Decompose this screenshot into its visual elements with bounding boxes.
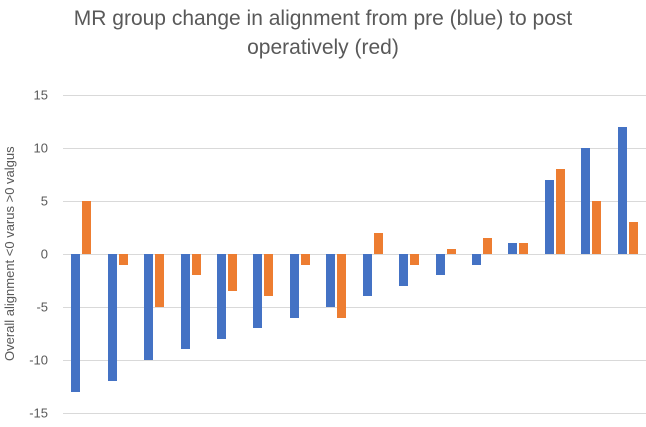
bar-post-op (446, 248, 456, 254)
bar-pre-op (435, 254, 445, 276)
y-axis-tick-label: -5 (36, 299, 48, 315)
bar-pre-op (362, 254, 372, 297)
chart-title-line-2: operatively (red) (247, 36, 399, 59)
bar-pre-op (472, 254, 482, 265)
bar-pre-op (107, 254, 117, 382)
bar-post-op (628, 222, 638, 254)
gridline (63, 147, 646, 149)
bar-pair-category (355, 95, 391, 413)
bar-pre-op (71, 254, 81, 392)
bar-pre-op (399, 254, 409, 286)
bar-post-op (191, 254, 201, 276)
bar-post-op (300, 254, 310, 265)
gridline (63, 359, 646, 361)
bar-pre-op (581, 148, 591, 254)
bar-pre-op (289, 254, 299, 318)
bar-post-op (555, 169, 565, 254)
bar-post-op (264, 254, 274, 297)
bar-pre-op (216, 254, 226, 339)
bar-pre-op (544, 179, 554, 254)
gridline (63, 94, 646, 96)
bar-pre-op (326, 254, 336, 307)
gridline (63, 200, 646, 202)
bar-pair-category (427, 95, 463, 413)
bar-post-op (373, 232, 383, 254)
bar-post-op (155, 254, 165, 307)
bar-pair-category (464, 95, 500, 413)
plot-area (63, 94, 646, 414)
gridline (63, 412, 646, 414)
bar-pair-category (136, 95, 172, 413)
bar-post-op (227, 254, 237, 292)
bar-pre-op (253, 254, 263, 329)
gridline (63, 253, 646, 255)
y-axis-tick-label: 15 (33, 87, 48, 103)
bar-post-op (592, 201, 602, 254)
chart-title: MR group change in alignment from pre (b… (0, 4, 646, 62)
bar-pre-op (180, 254, 190, 350)
y-axis-tick-labels: 15 10 5 0 -5 -10 -15 (0, 88, 55, 421)
bar-pair-category (63, 95, 99, 413)
bar-pair-category (537, 95, 573, 413)
bar-pair-category (573, 95, 609, 413)
y-axis-tick-label: 5 (40, 193, 48, 209)
bar-pair-category (391, 95, 427, 413)
bar-post-op (337, 254, 347, 318)
bar-pair-category (500, 95, 536, 413)
bar-post-op (410, 254, 420, 265)
bar-pre-op (508, 243, 518, 254)
y-axis-tick-label: 10 (33, 140, 48, 156)
bar-series-container (63, 95, 646, 413)
bar-post-op (82, 201, 92, 254)
gridline (63, 306, 646, 308)
bar-post-op (519, 243, 529, 254)
bar-pair-category (245, 95, 281, 413)
y-axis-tick-label: -10 (29, 352, 48, 368)
bar-pair-category (610, 95, 646, 413)
bar-pre-op (144, 254, 154, 360)
bar-pair-category (99, 95, 135, 413)
bar-pair-category (282, 95, 318, 413)
y-axis-tick-label: 0 (40, 246, 48, 262)
bar-post-op (483, 238, 493, 254)
bar-pre-op (617, 126, 627, 254)
y-axis-tick-label: -15 (29, 405, 48, 421)
chart-title-line-1: MR group change in alignment from pre (b… (73, 7, 573, 30)
bar-post-op (118, 254, 128, 265)
bar-pair-category (172, 95, 208, 413)
bar-pair-category (209, 95, 245, 413)
bar-pair-category (318, 95, 354, 413)
